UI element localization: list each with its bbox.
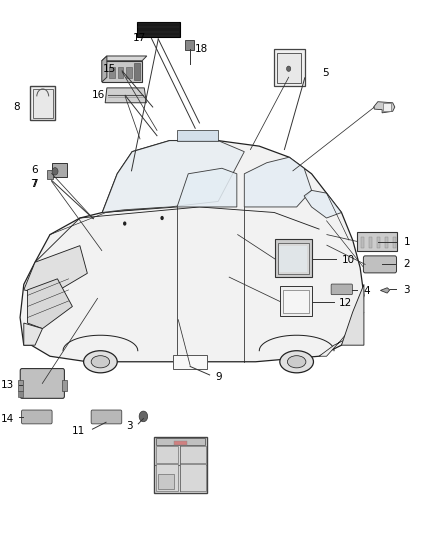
Text: 8: 8 bbox=[13, 102, 19, 112]
Ellipse shape bbox=[84, 351, 117, 373]
Text: 10: 10 bbox=[342, 255, 355, 265]
Bar bbox=[174, 441, 187, 445]
Circle shape bbox=[286, 66, 291, 71]
Bar bbox=[357, 232, 397, 251]
Polygon shape bbox=[177, 168, 237, 207]
Polygon shape bbox=[244, 157, 311, 207]
Polygon shape bbox=[380, 288, 390, 293]
Polygon shape bbox=[304, 190, 342, 218]
FancyBboxPatch shape bbox=[21, 410, 52, 424]
Text: 16: 16 bbox=[92, 90, 105, 100]
Text: 11: 11 bbox=[71, 426, 85, 437]
Bar bbox=[156, 438, 205, 445]
Bar bbox=[18, 391, 23, 397]
Polygon shape bbox=[28, 279, 72, 328]
FancyBboxPatch shape bbox=[364, 256, 396, 273]
Bar bbox=[134, 63, 141, 80]
Text: 12: 12 bbox=[339, 297, 352, 308]
Text: 17: 17 bbox=[133, 34, 146, 43]
Text: 1: 1 bbox=[403, 237, 410, 247]
Circle shape bbox=[139, 411, 148, 422]
Bar bbox=[275, 239, 312, 277]
Ellipse shape bbox=[287, 356, 306, 368]
Text: 7: 7 bbox=[31, 179, 37, 189]
Bar bbox=[154, 437, 207, 493]
Circle shape bbox=[52, 167, 58, 175]
Bar bbox=[52, 164, 67, 177]
Bar bbox=[369, 237, 372, 248]
Bar bbox=[137, 22, 180, 37]
Bar bbox=[173, 355, 207, 368]
Bar bbox=[118, 67, 123, 78]
Polygon shape bbox=[102, 56, 147, 61]
Polygon shape bbox=[24, 323, 42, 345]
Text: 7: 7 bbox=[32, 179, 38, 189]
Text: 3: 3 bbox=[403, 285, 410, 295]
Bar bbox=[274, 49, 305, 86]
Text: 9: 9 bbox=[215, 372, 222, 382]
Circle shape bbox=[123, 221, 127, 225]
Bar bbox=[18, 380, 23, 391]
Ellipse shape bbox=[280, 351, 314, 373]
Polygon shape bbox=[374, 102, 395, 113]
Bar bbox=[127, 67, 131, 78]
FancyBboxPatch shape bbox=[20, 368, 64, 398]
Bar bbox=[278, 243, 309, 274]
Bar bbox=[385, 237, 388, 248]
Bar bbox=[110, 67, 114, 78]
Ellipse shape bbox=[91, 356, 110, 368]
Text: 18: 18 bbox=[195, 44, 208, 54]
Bar bbox=[30, 86, 55, 120]
FancyBboxPatch shape bbox=[331, 284, 352, 295]
Text: 3: 3 bbox=[126, 421, 132, 431]
Bar bbox=[277, 53, 300, 83]
Text: 14: 14 bbox=[1, 414, 14, 424]
Polygon shape bbox=[102, 56, 107, 82]
Bar bbox=[156, 446, 178, 463]
Bar bbox=[47, 169, 53, 179]
Text: 2: 2 bbox=[403, 260, 410, 269]
Bar bbox=[180, 464, 206, 491]
Polygon shape bbox=[102, 141, 244, 213]
Bar bbox=[185, 40, 194, 50]
Bar bbox=[180, 446, 206, 463]
Polygon shape bbox=[24, 246, 87, 295]
Bar bbox=[383, 103, 392, 111]
Polygon shape bbox=[177, 130, 218, 141]
Bar bbox=[377, 237, 380, 248]
Bar bbox=[361, 237, 364, 248]
Polygon shape bbox=[342, 285, 364, 345]
Bar bbox=[62, 380, 67, 391]
Bar bbox=[283, 290, 309, 313]
Bar bbox=[156, 464, 178, 491]
Text: 4: 4 bbox=[364, 286, 370, 296]
FancyBboxPatch shape bbox=[91, 410, 122, 424]
Polygon shape bbox=[105, 88, 146, 103]
Text: 6: 6 bbox=[32, 165, 38, 175]
Bar bbox=[158, 474, 174, 489]
Bar bbox=[33, 89, 53, 118]
Polygon shape bbox=[20, 141, 364, 362]
Bar bbox=[280, 286, 312, 317]
Bar bbox=[279, 246, 307, 272]
Bar bbox=[102, 61, 142, 82]
Text: 15: 15 bbox=[103, 64, 116, 74]
Polygon shape bbox=[319, 312, 364, 356]
Text: 5: 5 bbox=[323, 68, 329, 78]
Text: 13: 13 bbox=[1, 379, 14, 390]
Circle shape bbox=[160, 216, 164, 220]
Bar bbox=[393, 237, 396, 248]
